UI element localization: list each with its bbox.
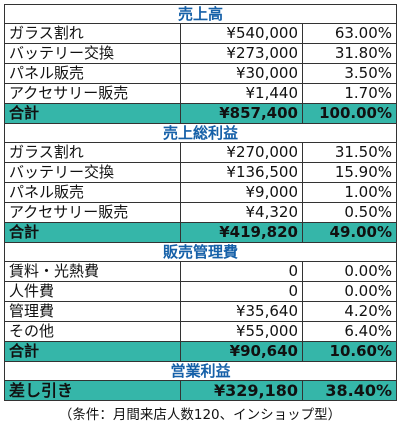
total-row-sales: 合計 ¥857,400 100.00% — [4, 103, 398, 124]
row-amount: ¥30,000 — [180, 63, 303, 84]
total-label: 合計 — [4, 103, 181, 124]
section-header-sga: 販売管理費 — [3, 242, 398, 262]
row-label: パネル販売 — [4, 182, 181, 203]
table-row: バッテリー交換 ¥136,500 15.90% — [4, 162, 398, 183]
row-amount: ¥273,000 — [180, 43, 303, 64]
table-row: 賃料・光熱費 0 0.00% — [4, 261, 398, 282]
total-percent: 100.00% — [301, 103, 398, 124]
total-percent: 10.60% — [301, 341, 398, 362]
table-row: その他 ¥55,000 6.40% — [4, 321, 398, 342]
row-percent: 0.50% — [301, 202, 398, 223]
table-row: 人件費 0 0.00% — [4, 281, 398, 302]
table-row: バッテリー交換 ¥273,000 31.80% — [4, 43, 398, 64]
row-amount: ¥540,000 — [180, 23, 303, 44]
table-row: アクセサリー販売 ¥4,320 0.50% — [4, 202, 398, 223]
conditions-note: （条件：月間来店人数120、インショップ型） — [58, 407, 342, 423]
row-percent: 63.00% — [301, 23, 398, 44]
row-percent: 3.50% — [301, 63, 398, 84]
total-label: 合計 — [4, 341, 181, 362]
total-row-gross-profit: 合計 ¥419,820 49.00% — [4, 222, 398, 243]
row-percent: 4.20% — [301, 301, 398, 322]
row-label: アクセサリー販売 — [4, 202, 181, 223]
table-row: ガラス割れ ¥540,000 63.00% — [4, 23, 398, 44]
row-percent: 15.90% — [301, 162, 398, 183]
total-amount: ¥419,820 — [180, 222, 303, 243]
table-row: アクセサリー販売 ¥1,440 1.70% — [4, 83, 398, 104]
row-label: その他 — [4, 321, 181, 342]
total-amount: ¥329,180 — [180, 380, 303, 401]
section-title: 売上高 — [3, 4, 398, 24]
total-amount: ¥857,400 — [180, 103, 303, 124]
row-label: 賃料・光熱費 — [4, 261, 181, 282]
row-amount: ¥136,500 — [180, 162, 303, 183]
section-header-operating-profit: 営業利益 — [3, 361, 398, 381]
row-percent: 6.40% — [301, 321, 398, 342]
total-row-sga: 合計 ¥90,640 10.60% — [4, 341, 398, 362]
row-percent: 1.00% — [301, 182, 398, 203]
row-amount: 0 — [180, 261, 303, 282]
row-percent: 1.70% — [301, 83, 398, 104]
section-title: 売上総利益 — [3, 123, 398, 143]
table-row: パネル販売 ¥9,000 1.00% — [4, 182, 398, 203]
total-label: 合計 — [4, 222, 181, 243]
table-row: ガラス割れ ¥270,000 31.50% — [4, 142, 398, 163]
section-header-sales: 売上高 — [3, 4, 398, 24]
total-row-operating-profit: 差し引き ¥329,180 38.40% — [4, 380, 398, 401]
profit-table: 売上高 ガラス割れ ¥540,000 63.00% バッテリー交換 ¥273,0… — [3, 4, 398, 401]
total-percent: 49.00% — [301, 222, 398, 243]
row-percent: 0.00% — [301, 281, 398, 302]
row-label: アクセサリー販売 — [4, 83, 181, 104]
row-label: ガラス割れ — [4, 23, 181, 44]
row-label: 人件費 — [4, 281, 181, 302]
row-amount: ¥35,640 — [180, 301, 303, 322]
total-percent: 38.40% — [301, 380, 398, 401]
total-amount: ¥90,640 — [180, 341, 303, 362]
row-label: 管理費 — [4, 301, 181, 322]
row-amount: 0 — [180, 281, 303, 302]
section-header-gross-profit: 売上総利益 — [3, 123, 398, 143]
row-amount: ¥270,000 — [180, 142, 303, 163]
row-label: バッテリー交換 — [4, 43, 181, 64]
table-row: 管理費 ¥35,640 4.20% — [4, 301, 398, 322]
row-label: バッテリー交換 — [4, 162, 181, 183]
row-amount: ¥1,440 — [180, 83, 303, 104]
section-title: 販売管理費 — [3, 242, 398, 262]
total-label: 差し引き — [4, 380, 181, 401]
row-percent: 0.00% — [301, 261, 398, 282]
table-row: パネル販売 ¥30,000 3.50% — [4, 63, 398, 84]
section-title: 営業利益 — [3, 361, 398, 381]
row-amount: ¥4,320 — [180, 202, 303, 223]
row-label: パネル販売 — [4, 63, 181, 84]
row-amount: ¥55,000 — [180, 321, 303, 342]
row-amount: ¥9,000 — [180, 182, 303, 203]
row-percent: 31.50% — [301, 142, 398, 163]
row-percent: 31.80% — [301, 43, 398, 64]
row-label: ガラス割れ — [4, 142, 181, 163]
